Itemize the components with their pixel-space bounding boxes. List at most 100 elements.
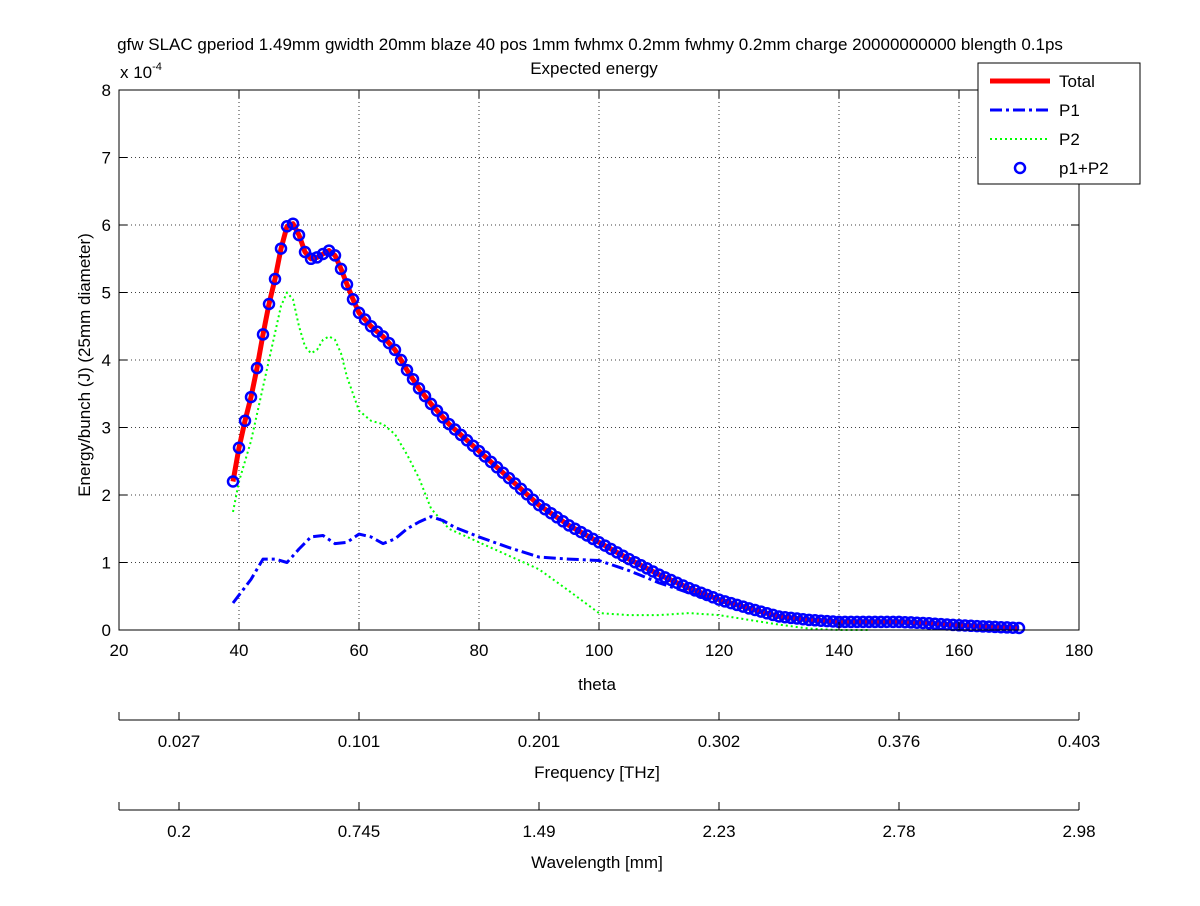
marker-p1-p2 [676,579,690,592]
y-tick-label: 6 [102,216,111,235]
marker-p1-p2 [250,361,264,375]
marker-p1-p2 [922,617,936,630]
secondary-tick-label: 0.745 [338,822,381,841]
marker-p1-p2 [994,620,1008,634]
x-tick-label: 120 [705,641,733,660]
secondary-tick-label: 0.101 [338,732,381,751]
marker-p1-p2 [976,620,990,633]
y-tick-label: 5 [102,284,111,303]
marker-p1-p2 [700,588,714,602]
x-axis-label: theta [578,675,616,694]
marker-p1-p2 [730,598,744,612]
marker-p1-p2 [292,228,306,242]
marker-p1-p2 [670,576,684,590]
marker-p1-p2 [814,614,828,627]
marker-p1-p2 [280,220,294,233]
y-tick-label: 2 [102,486,111,505]
marker-p1-p2 [856,615,870,629]
legend-marker-p1-p2 [1013,161,1027,175]
marker-p1-p2 [394,353,408,367]
marker-p1-p2 [346,293,360,306]
marker-p1-p2 [826,615,840,628]
marker-p1-p2 [232,441,246,455]
marker-p1-p2 [400,363,414,377]
marker-p1-p2 [664,573,678,587]
marker-p1-p2 [916,616,930,630]
grid-lines [119,90,1079,630]
marker-p1-p2 [646,565,660,578]
x-tick-label: 160 [945,641,973,660]
marker-p1-p2 [928,617,942,630]
secondary-tick-label: 0.376 [878,732,921,751]
legend: Total P1 P2 p1+P2 [977,62,1141,185]
x-tick-label: 80 [470,641,489,660]
y-tick-label: 4 [102,351,111,370]
marker-p1-p2 [226,475,240,488]
marker-p1-p2 [1006,621,1020,634]
marker-p1-p2 [802,613,816,627]
marker-p1-p2 [898,615,912,629]
marker-p1-p2 [382,336,396,350]
marker-p1-p2 [628,555,642,569]
secondary-axes: 0.027 0.101 0.201 0.302 0.376 0.403 Frequency … [118,712,1100,872]
y-tick-label: 0 [102,621,111,640]
marker-p1-p2 [418,389,432,403]
marker-p1-p2 [796,612,810,626]
marker-p1-p2 [238,414,252,428]
y-tick-label: 1 [102,554,111,573]
legend-label: P1 [1059,101,1080,120]
marker-p1-p2 [988,620,1002,634]
marker-p1-p2 [904,616,918,629]
marker-p1-p2 [868,615,882,629]
x-tick-label: 40 [230,641,249,660]
secondary-tick-label: 1.49 [522,822,555,841]
secondary-tick-label: 2.23 [702,822,735,841]
y-tick-label: 8 [102,81,111,100]
y-tick-label: 3 [102,419,111,438]
marker-p1-p2 [982,620,996,633]
marker-p1-p2 [880,615,894,629]
marker-p1-p2 [862,615,876,629]
legend-label: p1+P2 [1059,159,1109,178]
marker-p1-p2 [772,610,786,623]
marker-p1-p2 [844,615,858,629]
marker-p1-p2 [388,343,402,357]
marker-p1-p2 [850,615,864,629]
marker-p1-p2 [1000,621,1014,634]
legend-label: Total [1059,72,1095,91]
marker-p1-p2 [274,242,288,255]
x-axis-ticks: 20 40 60 80 100 120 140 160 180 [110,90,1093,660]
marker-p1-p2 [688,584,702,597]
secondary-axis-label: Frequency [THz] [534,763,660,782]
marker-p1-p2 [298,245,312,259]
marker-p1-p2 [766,608,780,622]
marker-p1-p2 [712,593,726,606]
marker-p1-p2 [406,372,420,386]
x-tick-label: 20 [110,641,129,660]
chart-subtitle: Expected energy [530,59,658,78]
marker-p1-p2 [328,249,342,262]
y-axis-label: Energy/bunch (J) (25mm diameter) [75,233,94,497]
marker-p1-p2 [682,581,696,595]
x-tick-label: 140 [825,641,853,660]
marker-p1-p2 [742,602,756,615]
secondary-tick-label: 2.78 [882,822,915,841]
marker-p1-p2 [334,262,348,276]
marker-p1-p2 [262,297,276,311]
marker-p1-p2 [718,595,732,608]
marker-p1-p2 [430,404,444,417]
marker-p1-p2 [256,328,270,341]
marker-p1-p2 [340,278,354,291]
marker-p1-p2 [286,217,300,230]
secondary-tick-label: 0.2 [167,822,191,841]
marker-p1-p2 [838,615,852,629]
marker-p1-p2 [820,614,834,628]
marker-p1-p2 [244,390,258,404]
marker-p1-p2 [634,559,648,572]
marker-p1-p2 [760,607,774,620]
secondary-tick-label: 0.201 [518,732,561,751]
marker-p1-p2 [934,617,948,631]
marker-p1-p2 [790,612,804,625]
